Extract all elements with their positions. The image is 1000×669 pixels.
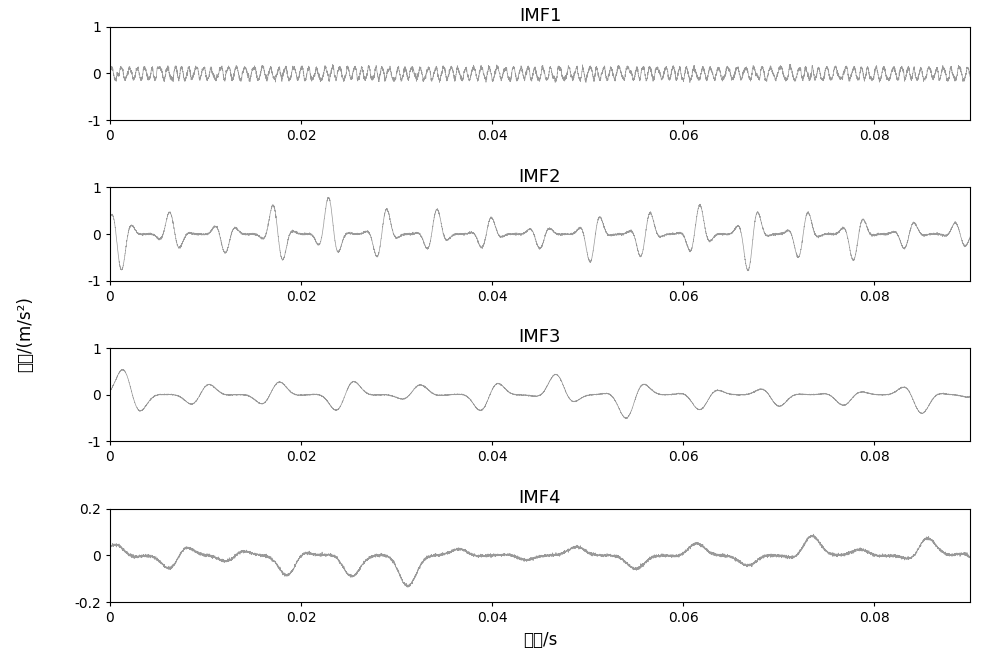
Title: IMF2: IMF2 bbox=[519, 168, 561, 186]
Title: IMF3: IMF3 bbox=[519, 328, 561, 347]
Title: IMF4: IMF4 bbox=[519, 489, 561, 507]
X-axis label: 时间/s: 时间/s bbox=[523, 631, 557, 649]
Title: IMF1: IMF1 bbox=[519, 7, 561, 25]
Text: 幅値/(m/s²): 幅値/(m/s²) bbox=[16, 296, 34, 373]
